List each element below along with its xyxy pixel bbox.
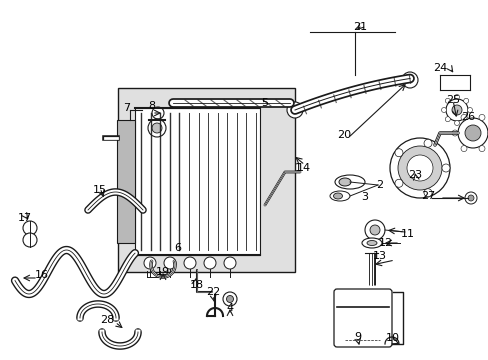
Text: 26: 26 <box>460 112 474 122</box>
Circle shape <box>441 108 446 113</box>
Circle shape <box>163 257 176 269</box>
Circle shape <box>478 114 484 120</box>
Text: 14: 14 <box>296 163 310 173</box>
Ellipse shape <box>334 175 364 189</box>
FancyBboxPatch shape <box>333 289 391 347</box>
Ellipse shape <box>366 240 376 246</box>
Circle shape <box>152 107 163 119</box>
Circle shape <box>457 118 487 148</box>
Circle shape <box>397 146 441 190</box>
Ellipse shape <box>338 178 350 186</box>
Bar <box>135 108 260 255</box>
Text: 4: 4 <box>226 303 233 313</box>
Circle shape <box>223 292 237 306</box>
Text: 25: 25 <box>445 95 459 105</box>
Circle shape <box>445 117 449 122</box>
Text: 11: 11 <box>400 229 414 239</box>
Circle shape <box>183 257 196 269</box>
Ellipse shape <box>329 191 349 201</box>
Text: 21: 21 <box>352 22 366 32</box>
Circle shape <box>226 296 233 302</box>
Circle shape <box>286 102 303 118</box>
Text: 17: 17 <box>18 213 32 223</box>
Text: 27: 27 <box>420 191 434 201</box>
Text: 7: 7 <box>123 103 130 113</box>
Circle shape <box>152 123 162 133</box>
Circle shape <box>369 225 379 235</box>
Text: 15: 15 <box>93 185 107 195</box>
Circle shape <box>143 257 156 269</box>
Text: 24: 24 <box>432 63 446 73</box>
Circle shape <box>467 195 473 201</box>
Circle shape <box>445 99 467 121</box>
Circle shape <box>423 189 431 197</box>
Circle shape <box>464 125 480 141</box>
Text: 23: 23 <box>407 170 421 180</box>
Text: 2: 2 <box>376 180 383 190</box>
Text: 28: 28 <box>100 315 114 325</box>
Circle shape <box>478 145 484 152</box>
Circle shape <box>203 257 216 269</box>
Text: 18: 18 <box>189 280 203 290</box>
Circle shape <box>23 221 37 235</box>
Text: 16: 16 <box>35 270 49 280</box>
Text: 20: 20 <box>336 130 350 140</box>
Text: 1: 1 <box>294 163 301 173</box>
Text: 12: 12 <box>378 238 392 248</box>
Circle shape <box>451 130 457 136</box>
Circle shape <box>463 117 468 122</box>
Ellipse shape <box>333 193 342 199</box>
Bar <box>117 120 135 243</box>
Circle shape <box>394 149 402 157</box>
Circle shape <box>464 192 476 204</box>
Circle shape <box>467 108 471 113</box>
Circle shape <box>224 257 236 269</box>
Circle shape <box>460 145 466 152</box>
Bar <box>118 88 294 272</box>
Circle shape <box>441 164 449 172</box>
Circle shape <box>451 105 461 115</box>
Text: 19: 19 <box>156 267 170 277</box>
Circle shape <box>389 138 449 198</box>
Text: 6: 6 <box>174 243 181 253</box>
Circle shape <box>453 95 459 99</box>
Text: 22: 22 <box>205 287 220 297</box>
Circle shape <box>394 179 402 187</box>
Circle shape <box>463 98 468 103</box>
Ellipse shape <box>361 238 381 248</box>
Circle shape <box>148 119 165 137</box>
Circle shape <box>401 72 417 88</box>
Text: 10: 10 <box>385 333 399 343</box>
Text: 5: 5 <box>261 98 268 108</box>
Circle shape <box>364 220 384 240</box>
Circle shape <box>406 155 432 181</box>
Circle shape <box>487 130 488 136</box>
Text: 8: 8 <box>148 101 155 111</box>
Text: 3: 3 <box>361 192 368 202</box>
Circle shape <box>23 233 37 247</box>
Circle shape <box>423 139 431 147</box>
Text: 13: 13 <box>372 251 386 261</box>
Circle shape <box>460 114 466 120</box>
Circle shape <box>445 98 449 103</box>
Circle shape <box>453 121 459 126</box>
Text: 9: 9 <box>354 332 361 342</box>
